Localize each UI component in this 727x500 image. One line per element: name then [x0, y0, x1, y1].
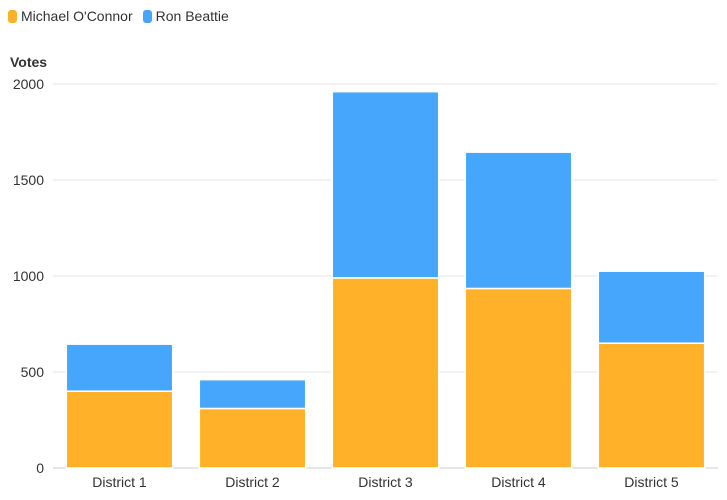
- bar-series-1-district-5[interactable]: [597, 270, 706, 344]
- x-tick-label-district-5: District 5: [624, 474, 679, 490]
- y-tick-label-2000: 2000: [13, 76, 44, 92]
- legend-swatch-series-1: [142, 9, 152, 23]
- y-tick-label-1500: 1500: [13, 172, 44, 188]
- bar-series-1-district-3[interactable]: [331, 90, 440, 279]
- bar-series-1-district-4[interactable]: [464, 151, 573, 290]
- bar-series-0-district-3[interactable]: [331, 277, 440, 469]
- x-axis-ticks: District 1 District 2 District 3 District 4…: [92, 474, 679, 490]
- x-tick-label-district-4: District 4: [491, 474, 546, 490]
- bars: [65, 90, 706, 469]
- x-tick-label-district-3: District 3: [358, 474, 413, 490]
- legend-swatch-series-0: [8, 9, 17, 23]
- bar-series-0-district-4[interactable]: [464, 287, 573, 469]
- y-axis-title: Votes: [10, 54, 47, 70]
- legend: Michael O'Connor Ron Beattie: [8, 8, 229, 24]
- legend-item-series-1[interactable]: Ron Beattie: [142, 8, 229, 24]
- y-tick-label-500: 500: [21, 364, 45, 380]
- bar-series-1-district-1[interactable]: [65, 343, 174, 392]
- y-axis-ticks: 0 500 1000 1500 2000: [13, 76, 44, 476]
- x-tick-label-district-2: District 2: [225, 474, 280, 490]
- bar-series-1-district-2[interactable]: [198, 378, 307, 410]
- x-tick-label-district-1: District 1: [92, 474, 147, 490]
- legend-label-series-0: Michael O'Connor: [21, 8, 133, 24]
- y-tick-label-0: 0: [36, 460, 44, 476]
- y-tick-label-1000: 1000: [13, 268, 44, 284]
- legend-item-series-0[interactable]: Michael O'Connor: [8, 8, 133, 24]
- bar-series-0-district-2[interactable]: [198, 407, 307, 469]
- bar-series-0-district-1[interactable]: [65, 390, 174, 469]
- bar-series-0-district-5[interactable]: [597, 342, 706, 469]
- legend-label-series-1: Ron Beattie: [155, 8, 229, 24]
